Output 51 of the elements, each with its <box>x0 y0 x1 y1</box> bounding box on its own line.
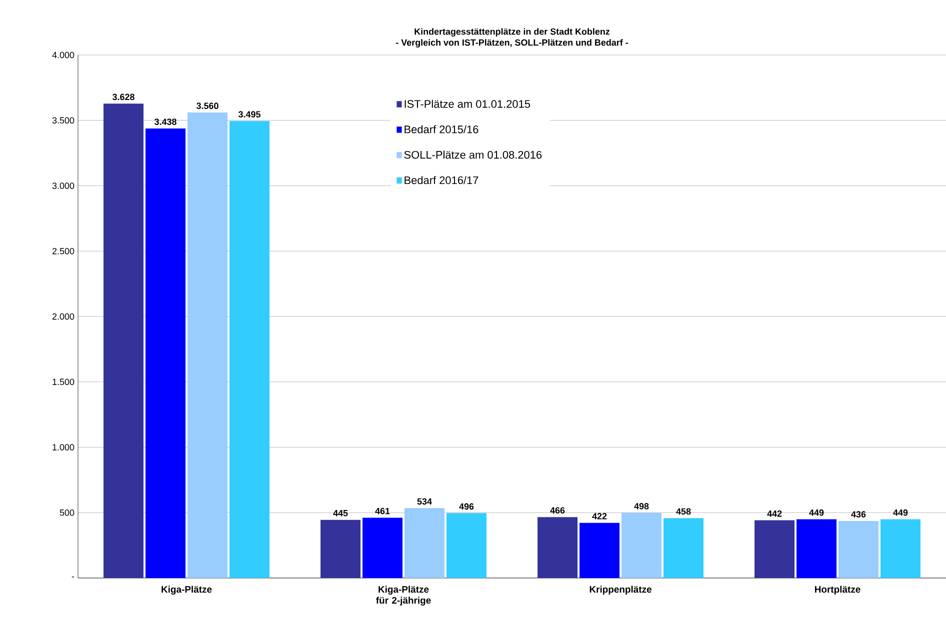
x-tick-label: Kiga-Plätze <box>162 586 212 595</box>
data-label: 442 <box>767 510 782 517</box>
data-label: 461 <box>375 508 390 514</box>
data-label: 498 <box>634 503 649 510</box>
bar <box>880 519 920 578</box>
x-tick-label: Hortplätze <box>815 586 860 595</box>
x-tick-label: Kiga-Plätze für 2-jährige <box>376 586 431 606</box>
bar <box>320 520 361 578</box>
bar <box>796 519 837 578</box>
chart-subtitle: - Vergleich von IST-Plätzen, SOLL-Plätzen und Bedarf - <box>396 39 628 48</box>
y-tick-label: 2.000 <box>52 313 74 320</box>
bar <box>187 112 228 578</box>
data-label: 422 <box>592 513 607 520</box>
data-label: 534 <box>417 498 432 505</box>
bar <box>622 512 662 578</box>
bar <box>663 518 704 578</box>
data-label: 3.628 <box>112 94 134 100</box>
data-label: 3.495 <box>238 111 260 118</box>
legend-label: IST-Plätze am 01.01.2015 <box>404 100 530 108</box>
bar <box>754 520 795 578</box>
bar <box>838 520 879 578</box>
chart-title: Kindertagesstättenplätze in der Stadt Koblenz <box>414 28 610 37</box>
data-label: 466 <box>550 507 565 514</box>
legend-label: Bedarf 2015/16 <box>404 125 478 134</box>
data-label: 496 <box>459 503 474 510</box>
data-label: 449 <box>893 509 908 516</box>
data-label: 436 <box>851 511 866 518</box>
y-tick-label: 4.000 <box>52 52 74 58</box>
x-tick-label: Krippenplätze <box>590 586 652 595</box>
y-tick-label: 3.000 <box>52 182 74 189</box>
bar <box>404 508 444 578</box>
legend-label: SOLL-Plätze am 01.08.2016 <box>404 150 542 159</box>
y-tick-label: 1.500 <box>52 378 74 386</box>
y-tick-label: - <box>72 576 74 578</box>
y-tick-label: 1.000 <box>52 444 74 450</box>
legend-label: Bedarf 2016/17 <box>404 176 478 184</box>
data-label: 3.438 <box>154 118 176 125</box>
bar <box>580 522 620 578</box>
bar <box>446 513 486 578</box>
y-tick-label: 500 <box>60 509 74 516</box>
bar <box>229 121 270 578</box>
bar <box>146 128 186 578</box>
y-tick-label: 3.500 <box>52 117 74 124</box>
y-tick-label: 2.500 <box>52 248 74 254</box>
data-label: 445 <box>333 510 348 516</box>
data-label: 3.560 <box>196 102 218 109</box>
data-label: 458 <box>676 508 691 515</box>
data-label: 449 <box>809 509 824 516</box>
bar <box>104 104 144 578</box>
bar <box>538 517 578 578</box>
bar <box>362 518 403 578</box>
